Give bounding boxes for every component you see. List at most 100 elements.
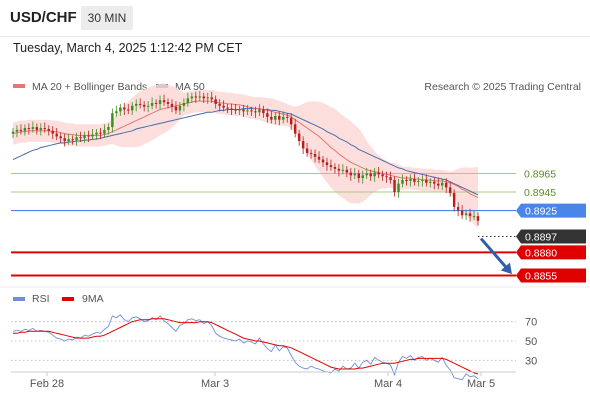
legend-9ma-label: 9MA xyxy=(82,293,104,305)
candle-body-93 xyxy=(381,174,384,177)
time-tick-label-1: Mar 3 xyxy=(201,378,229,390)
candle-body-29 xyxy=(127,109,130,111)
candle-body-55 xyxy=(230,108,233,110)
candle-body-58 xyxy=(242,109,245,112)
level-0-8945-label: 0.8945 xyxy=(524,187,556,199)
candle-body-62 xyxy=(258,109,261,113)
level-0-8925-label: 0.8925 xyxy=(525,206,557,218)
candle-body-50 xyxy=(210,97,213,100)
candle-body-70 xyxy=(289,117,293,125)
rsi-line xyxy=(12,314,479,381)
credit-text: Research © 2025 Trading Central xyxy=(424,81,581,93)
candle-body-110 xyxy=(448,187,452,193)
candle-body-13 xyxy=(63,138,66,142)
candle-body-21 xyxy=(95,132,98,135)
candle-body-4 xyxy=(27,128,31,130)
candle-body-31 xyxy=(134,103,138,106)
candle-body-83 xyxy=(341,169,345,171)
candle-body-3 xyxy=(23,128,27,131)
candle-body-100 xyxy=(409,179,412,181)
candle-body-63 xyxy=(262,109,265,114)
ma20-line xyxy=(12,100,479,199)
legend-ma20-label: MA 20 + Bollinger Bands xyxy=(32,81,147,93)
candle-body-80 xyxy=(329,165,333,167)
candle-body-46 xyxy=(194,96,198,98)
candle-body-75 xyxy=(309,153,313,155)
candle-body-38 xyxy=(162,100,166,103)
level-0-8855-tag xyxy=(516,268,586,283)
time-tick-label-3: Mar 5 xyxy=(467,378,495,390)
level-0-8855-label: 0.8855 xyxy=(525,271,557,283)
candle-body-77 xyxy=(317,156,321,160)
candle-body-95 xyxy=(389,177,392,180)
candle-body-36 xyxy=(154,102,158,104)
rsi-tick-70: 70 xyxy=(525,317,537,329)
candle-body-53 xyxy=(222,105,225,108)
candle-body-17 xyxy=(79,137,82,139)
candle-body-25 xyxy=(111,113,114,128)
candle-body-23 xyxy=(103,129,106,134)
candle-body-81 xyxy=(333,166,337,169)
legend-9ma-swatch xyxy=(62,297,74,301)
candle-body-8 xyxy=(43,128,47,130)
candle-body-47 xyxy=(198,96,202,98)
candle-body-34 xyxy=(146,105,150,107)
candle-body-105 xyxy=(429,181,432,183)
candle-body-59 xyxy=(246,110,249,112)
candle-body-22 xyxy=(99,132,102,134)
level-0-8897-label: 0.8897 xyxy=(525,232,557,244)
chart-header: USD/CHF 30 MIN xyxy=(0,0,590,37)
candle-body-114 xyxy=(464,213,468,216)
candle-body-60 xyxy=(250,110,253,112)
candle-body-45 xyxy=(190,96,194,99)
candle-body-91 xyxy=(373,172,376,177)
candle-body-5 xyxy=(31,127,35,129)
candle-body-48 xyxy=(202,96,206,99)
timeframe-button[interactable]: 30 MIN xyxy=(81,6,133,30)
forecast-arrow-shaft xyxy=(479,237,510,271)
chart-datetime: Tuesday, March 4, 2025 1:12:42 PM CET xyxy=(13,41,243,55)
candle-body-113 xyxy=(460,210,464,216)
candle-body-94 xyxy=(385,176,388,178)
candle-body-69 xyxy=(285,116,289,118)
candle-body-54 xyxy=(226,107,229,109)
candle-body-116 xyxy=(472,216,476,218)
candle-body-90 xyxy=(369,173,372,177)
candle-body-18 xyxy=(83,135,86,139)
candle-body-66 xyxy=(274,115,277,120)
level-0-8880-label: 0.8880 xyxy=(525,247,557,259)
legend-rsi-swatch xyxy=(13,297,25,301)
candle-body-57 xyxy=(238,109,241,111)
legend-rsi-label: RSI xyxy=(32,293,50,305)
candle-body-19 xyxy=(87,135,90,137)
symbol-title: USD/CHF xyxy=(10,9,77,26)
candle-body-79 xyxy=(325,162,329,166)
candle-body-0 xyxy=(11,131,15,134)
candle-body-11 xyxy=(55,133,58,137)
candle-body-15 xyxy=(71,139,74,141)
candle-body-106 xyxy=(433,181,436,184)
candle-body-89 xyxy=(365,173,368,176)
candle-body-10 xyxy=(51,130,54,134)
candle-body-103 xyxy=(421,179,424,181)
candle-body-115 xyxy=(468,213,472,217)
candle-body-52 xyxy=(218,103,221,106)
candle-body-49 xyxy=(206,97,209,99)
candle-body-107 xyxy=(437,183,440,186)
candle-body-16 xyxy=(75,137,78,141)
candle-body-24 xyxy=(107,127,110,130)
level-0-8880-tag xyxy=(516,245,586,260)
candle-body-1 xyxy=(15,129,19,132)
forecast-arrow-head xyxy=(500,262,512,275)
rsi-tick-50: 50 xyxy=(525,336,537,348)
rsi-tick-30: 30 xyxy=(525,355,537,367)
candle-body-112 xyxy=(456,206,460,211)
candle-body-7 xyxy=(39,128,43,130)
candle-body-86 xyxy=(353,173,357,176)
candle-body-108 xyxy=(440,182,444,186)
candle-body-88 xyxy=(361,175,364,179)
candle-body-97 xyxy=(397,183,400,193)
candle-body-71 xyxy=(293,124,297,134)
candle-body-30 xyxy=(130,105,134,111)
